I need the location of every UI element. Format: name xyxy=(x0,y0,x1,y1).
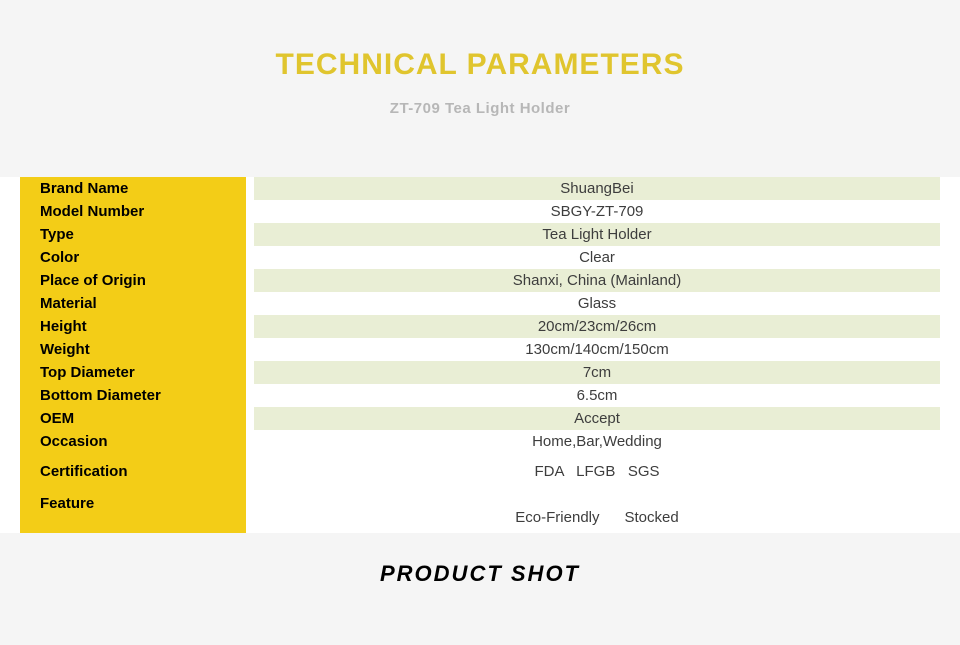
table-row: Place of Origin Shanxi, China (Mainland) xyxy=(20,269,940,292)
table-row: Bottom Diameter 6.5cm xyxy=(20,384,940,407)
cell-gap xyxy=(246,200,254,223)
spec-value: 6.5cm xyxy=(254,384,940,407)
spec-value: Clear xyxy=(254,246,940,269)
spec-value: 20cm/23cm/26cm xyxy=(254,315,940,338)
spec-value: Eco-Friendly Stocked xyxy=(254,489,940,533)
spec-value: Shanxi, China (Mainland) xyxy=(254,269,940,292)
table-row: Model Number SBGY-ZT-709 xyxy=(20,200,940,223)
table-row: Material Glass xyxy=(20,292,940,315)
spec-label: Occasion xyxy=(20,430,246,453)
table-row: CertificationFDA LFGB SGS xyxy=(20,453,940,489)
spec-label: Certification xyxy=(20,453,246,489)
spec-label: Brand Name xyxy=(20,177,246,200)
table-row: Brand Name ShuangBei xyxy=(20,177,940,200)
cell-gap xyxy=(246,177,254,200)
spec-value: 7cm xyxy=(254,361,940,384)
cell-gap xyxy=(246,338,254,361)
table-row: Type Tea Light Holder xyxy=(20,223,940,246)
cell-gap xyxy=(246,384,254,407)
cell-gap xyxy=(246,407,254,430)
page-subtitle: ZT-709 Tea Light Holder xyxy=(0,100,960,117)
spec-value: Glass xyxy=(254,292,940,315)
spec-label: Bottom Diameter xyxy=(20,384,246,407)
spec-label: Place of Origin xyxy=(20,269,246,292)
cell-gap xyxy=(246,246,254,269)
table-row: FeatureEco-Friendly Stocked xyxy=(20,489,940,533)
cell-gap xyxy=(246,361,254,384)
spec-label: Material xyxy=(20,292,246,315)
cell-gap xyxy=(246,430,254,453)
spec-value: Accept xyxy=(254,407,940,430)
spec-label: OEM xyxy=(20,407,246,430)
spec-label: Top Diameter xyxy=(20,361,246,384)
spec-value: Home,Bar,Wedding xyxy=(254,430,940,453)
table-row: Occasion Home,Bar,Wedding xyxy=(20,430,940,453)
spec-label: Feature xyxy=(20,489,246,533)
table-row: Weight 130cm/140cm/150cm xyxy=(20,338,940,361)
footer-title: PRODUCT SHOT xyxy=(0,561,960,587)
table-row: Height 20cm/23cm/26cm xyxy=(20,315,940,338)
spec-label: Model Number xyxy=(20,200,246,223)
spec-label: Height xyxy=(20,315,246,338)
cell-gap xyxy=(246,223,254,246)
cell-gap xyxy=(246,269,254,292)
table-row: Top Diameter 7cm xyxy=(20,361,940,384)
table-row: OEM Accept xyxy=(20,407,940,430)
spec-label: Type xyxy=(20,223,246,246)
spec-value: SBGY-ZT-709 xyxy=(254,200,940,223)
cell-gap xyxy=(246,292,254,315)
cell-gap xyxy=(246,315,254,338)
spec-value: FDA LFGB SGS xyxy=(254,453,940,489)
spec-value: ShuangBei xyxy=(254,177,940,200)
cell-gap xyxy=(246,453,254,489)
page-title: TECHNICAL PARAMETERS xyxy=(0,48,960,82)
spec-value: 130cm/140cm/150cm xyxy=(254,338,940,361)
spec-value: Tea Light Holder xyxy=(254,223,940,246)
spec-label: Color xyxy=(20,246,246,269)
table-row: Color Clear xyxy=(20,246,940,269)
specs-table: Brand Name ShuangBei Model Number SBGY-ZT-7… xyxy=(0,177,960,533)
cell-gap xyxy=(246,489,254,533)
spec-label: Weight xyxy=(20,338,246,361)
